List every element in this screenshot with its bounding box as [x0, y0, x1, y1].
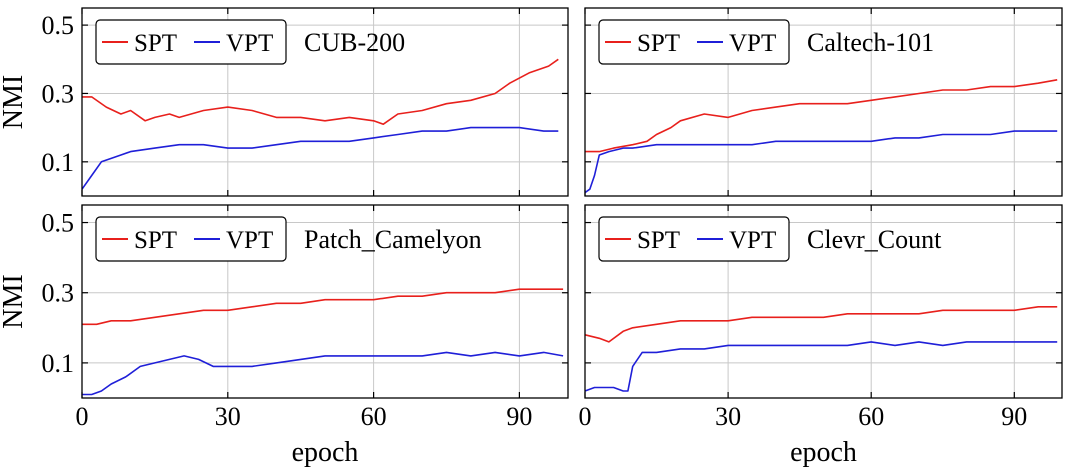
legend-label-spt: SPT: [134, 30, 177, 57]
legend-label-vpt: VPT: [729, 30, 776, 57]
x-tick-label: 90: [1001, 402, 1027, 431]
panel-title: CUB-200: [304, 28, 405, 57]
panel-3: 0 30 60 90 epoch SPT VPT Clevr_Count: [579, 204, 1063, 468]
legend: SPT VPT: [95, 216, 287, 262]
plot-frame: [584, 204, 1063, 399]
legend-box: [598, 19, 790, 65]
y-tick-label: 0.3: [42, 79, 75, 108]
x-tick-label: 60: [361, 402, 387, 431]
series-line-vpt: [81, 126, 559, 190]
y-tick-label: 0.5: [42, 11, 75, 40]
legend: SPT VPT: [598, 216, 790, 262]
legend-box: [598, 216, 790, 262]
legend: SPT VPT: [598, 19, 790, 65]
panel-title: Caltech-101: [807, 28, 934, 57]
x-axis-label: epoch: [790, 437, 857, 468]
series-line-spt: [82, 58, 559, 125]
plot-frame: [584, 7, 1063, 197]
y-tick-label: 0.1: [42, 349, 75, 378]
series-line-spt: [585, 79, 1058, 153]
legend: SPT VPT: [95, 19, 287, 65]
y-axis-label: NMI: [0, 75, 29, 129]
series-line-spt: [584, 305, 1058, 343]
legend-label-spt: SPT: [637, 227, 680, 254]
legend-label-vpt: VPT: [729, 227, 776, 254]
legend-box: [95, 19, 287, 65]
x-tick-label: 0: [76, 402, 89, 431]
series-line-vpt: [584, 341, 1058, 392]
panel-2: 0.1 0.3 0.5 0 30 60 90 NMI epoch SPT VPT Patch_Came…: [0, 204, 569, 468]
legend-label-spt: SPT: [637, 30, 680, 57]
x-tick-label: 0: [579, 402, 592, 431]
x-tick-label: 30: [715, 402, 741, 431]
y-axis-label: NMI: [0, 274, 29, 328]
panel-1: SPT VPT Caltech-101: [584, 7, 1063, 197]
x-tick-label: 90: [506, 402, 532, 431]
series-line-vpt: [82, 351, 564, 396]
legend-label-vpt: VPT: [226, 30, 273, 57]
legend-label-spt: SPT: [134, 227, 177, 254]
y-tick-label: 0.5: [42, 209, 75, 238]
plot-frame: [81, 204, 569, 399]
panel-title: Clevr_Count: [807, 225, 942, 254]
series-line-vpt: [584, 130, 1058, 194]
panel-0: 0.1 0.3 0.5 NMI SPT VPT CUB-200: [0, 7, 569, 197]
x-tick-label: 60: [858, 402, 884, 431]
x-axis-label: epoch: [292, 437, 359, 468]
legend-label-vpt: VPT: [226, 227, 273, 254]
y-tick-label: 0.1: [42, 148, 75, 177]
y-tick-label: 0.3: [42, 279, 75, 308]
plot-frame: [81, 7, 569, 197]
series-line-spt: [82, 288, 564, 326]
legend-box: [95, 216, 287, 262]
x-tick-label: 30: [215, 402, 241, 431]
panel-title: Patch_Camelyon: [304, 225, 482, 254]
